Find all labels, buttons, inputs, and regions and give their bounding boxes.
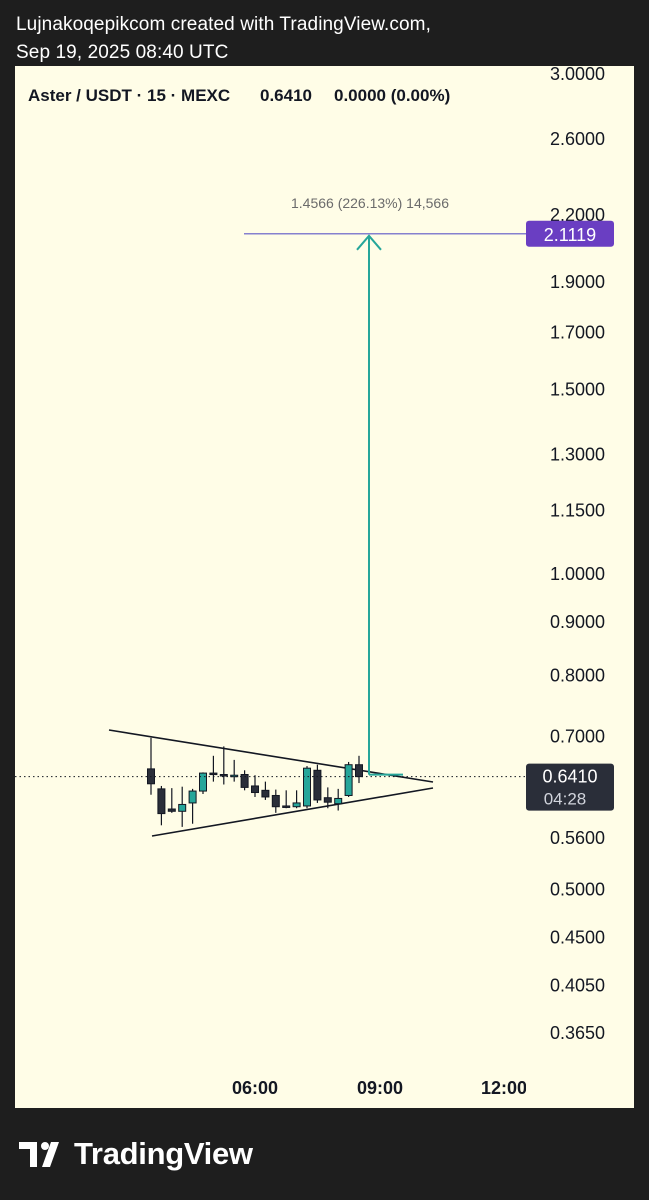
y-tick-label: 0.4050: [550, 976, 605, 996]
measure-label: 1.4566 (226.13%) 14,566: [291, 195, 449, 211]
chart-panel[interactable]: Aster / USDT · 15 · MEXC 0.6410 0.0000 (…: [15, 66, 634, 1108]
candle-body[interactable]: [344, 764, 353, 796]
y-tick-label: 1.0000: [550, 564, 605, 584]
candle-body[interactable]: [240, 774, 249, 788]
candle-body[interactable]: [219, 774, 228, 777]
chart-title: Aster / USDT · 15 · MEXC: [28, 86, 230, 105]
measure-arrowhead: [356, 234, 382, 251]
target-price-text: 2.1119: [544, 225, 596, 245]
brand-name: TradingView: [74, 1136, 253, 1171]
last-price-header: 0.6410: [260, 86, 312, 105]
candle-body[interactable]: [230, 774, 239, 778]
candle-body[interactable]: [282, 805, 291, 808]
last-price-text: 0.6410: [542, 767, 597, 787]
x-tick-label: 09:00: [357, 1078, 403, 1098]
y-tick-label: 1.7000: [550, 323, 605, 343]
y-tick-label: 0.5600: [550, 828, 605, 848]
candle-body[interactable]: [167, 808, 176, 812]
price-change-header: 0.0000 (0.00%): [334, 86, 450, 105]
y-tick-label: 0.5000: [550, 880, 605, 900]
candle-body[interactable]: [188, 790, 197, 804]
y-tick-label: 2.6000: [550, 129, 605, 149]
y-tick-label: 1.1500: [550, 501, 605, 521]
x-tick-label: 06:00: [232, 1078, 278, 1098]
candle-body[interactable]: [323, 797, 332, 803]
y-tick-label: 3.0000: [550, 66, 605, 84]
candle-body[interactable]: [292, 802, 301, 808]
last-price-tag: [526, 763, 614, 811]
y-tick-label: 0.9000: [550, 612, 605, 632]
price-chart[interactable]: Aster / USDT · 15 · MEXC 0.6410 0.0000 (…: [15, 66, 634, 1108]
target-price-tag: [526, 220, 614, 247]
y-tick-label: 0.7000: [550, 727, 605, 747]
tradingview-logo: TradingView: [18, 1136, 253, 1172]
candle-body[interactable]: [199, 772, 207, 792]
triangle-lower-line: [151, 787, 434, 837]
y-tick-label: 1.9000: [550, 272, 605, 292]
y-tick-label: 0.4500: [550, 928, 605, 948]
y-tick-label: 0.3650: [550, 1023, 605, 1043]
candle-body[interactable]: [209, 772, 218, 776]
timestamp-line: Sep 19, 2025 08:40 UTC: [16, 42, 229, 63]
triangle-upper-line: [108, 729, 434, 783]
candle-body[interactable]: [303, 767, 311, 807]
candle-body[interactable]: [271, 794, 280, 808]
tradingview-logo-icon: [19, 1142, 59, 1167]
candle-body[interactable]: [334, 797, 343, 805]
candle-body[interactable]: [251, 785, 259, 794]
candle-body[interactable]: [313, 769, 322, 801]
candle-body[interactable]: [355, 764, 363, 778]
candle-body[interactable]: [178, 803, 187, 812]
axis-mask: [526, 1074, 634, 1104]
x-tick-label: 12:00: [481, 1078, 527, 1098]
candle-body[interactable]: [157, 788, 166, 815]
author-line: Lujnakoqepikcom created with TradingView…: [16, 14, 431, 35]
countdown-text: 04:28: [544, 790, 587, 809]
y-tick-label: 0.8000: [550, 666, 605, 686]
y-tick-label: 1.5000: [550, 380, 605, 400]
y-tick-label: 2.2000: [550, 205, 605, 225]
candle-body[interactable]: [261, 789, 270, 798]
y-tick-label: 1.3000: [550, 445, 605, 465]
